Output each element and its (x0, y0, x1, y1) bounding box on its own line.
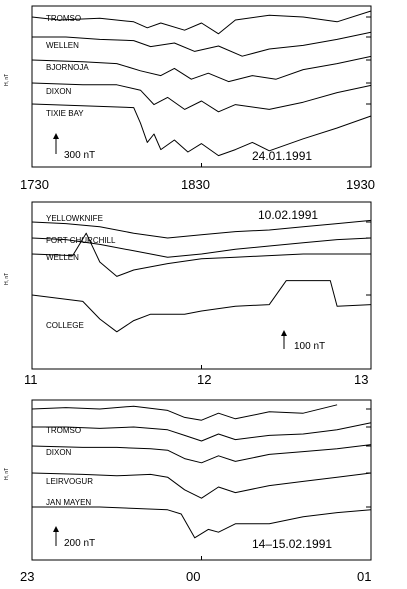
station-label-jan-mayen: JAN MAYEN (46, 498, 91, 507)
scale-bar-label-2: 100 nT (294, 341, 325, 352)
station-label-tromso: TROMSO (46, 14, 81, 23)
trace-2-college (31, 280, 372, 333)
station-label-tixie-bay: TIXIE BAY (46, 109, 84, 118)
trace-layer (31, 10, 372, 539)
panel-14-15-02-1991: H, nT TROMSO DIXON LEIRVOGUR JAN MAYEN 2… (4, 399, 372, 584)
panel-date-3: 14–15.02.1991 (252, 537, 332, 551)
trace-3-leirvogur (31, 472, 372, 499)
scale-bar-arrowhead-1 (53, 133, 59, 139)
tick-layer (31, 16, 372, 560)
panel-24-01-1991: H, nT TROMSO WELLEN BJORNOJA DIXON TIXIE… (4, 5, 375, 192)
scale-bar-2: 100 nT (281, 330, 325, 352)
scale-bar-label-1: 300 nT (64, 150, 95, 161)
station-label-wellen: WELLEN (46, 41, 79, 50)
trace-1-dixon (31, 82, 372, 113)
panel-date-2: 10.02.1991 (258, 208, 318, 222)
panel-frame-1 (31, 5, 372, 168)
x-tick-label-1-1: 1830 (181, 177, 210, 192)
trace-3-dixon (31, 444, 372, 464)
y-axis-label-3: H, nT (4, 468, 10, 480)
station-label-bjornoja: BJORNOJA (46, 63, 89, 72)
trace-3-jan-mayen (32, 506, 372, 539)
x-tick-label-2-2: 13 (354, 372, 368, 387)
scale-bar-arrowhead-2 (281, 330, 287, 336)
scale-bar-3: 200 nT (53, 526, 95, 549)
station-label-leirvogur: LEIRVOGUR (46, 477, 93, 486)
scale-bar-1: 300 nT (53, 133, 95, 161)
panel-date-1: 24.01.1991 (252, 149, 312, 163)
trace-1-wellen (32, 31, 372, 57)
trace-1-tromso (31, 10, 372, 35)
x-tick-label-2-0: 11 (24, 372, 38, 387)
x-tick-label-3-1: 00 (186, 569, 200, 584)
station-label-dixon: DIXON (46, 87, 72, 96)
station-label-fort-churchill: FORT CHURCHILL (46, 236, 116, 245)
scale-bar-arrowhead-3 (53, 526, 59, 532)
station-label-tromso-2: TROMSO (46, 426, 81, 435)
trace-3-unlabelled (31, 404, 338, 421)
station-label-college: COLLEGE (46, 321, 84, 330)
x-tick-label-1-2: 1930 (346, 177, 375, 192)
trace-1-bjornoja (31, 55, 372, 83)
scale-bar-label-3: 200 nT (64, 538, 95, 549)
x-tick-label-3-2: 01 (357, 569, 371, 584)
trace-1-tixie-bay (31, 103, 372, 157)
panel-10-02-1991: H, nT YELLOWKNIFE FORT CHURCHILL WELLEN … (4, 201, 372, 387)
station-label-yellowknife: YELLOWKNIFE (46, 214, 103, 223)
station-label-wellen-2: WELLEN (46, 253, 79, 262)
trace-2-fort-churchill (31, 237, 372, 258)
trace-2-wellen (31, 232, 371, 277)
y-axis-label-1: H, nT (4, 74, 10, 86)
trace-3-tromso (32, 422, 372, 442)
x-tick-label-2-1: 12 (197, 372, 211, 387)
y-axis-label-2: H, nT (4, 273, 10, 285)
station-label-dixon-2: DIXON (46, 448, 72, 457)
trace-2-yellowknife (31, 219, 372, 239)
x-tick-label-1-0: 1730 (20, 177, 49, 192)
x-tick-label-3-0: 23 (20, 569, 34, 584)
